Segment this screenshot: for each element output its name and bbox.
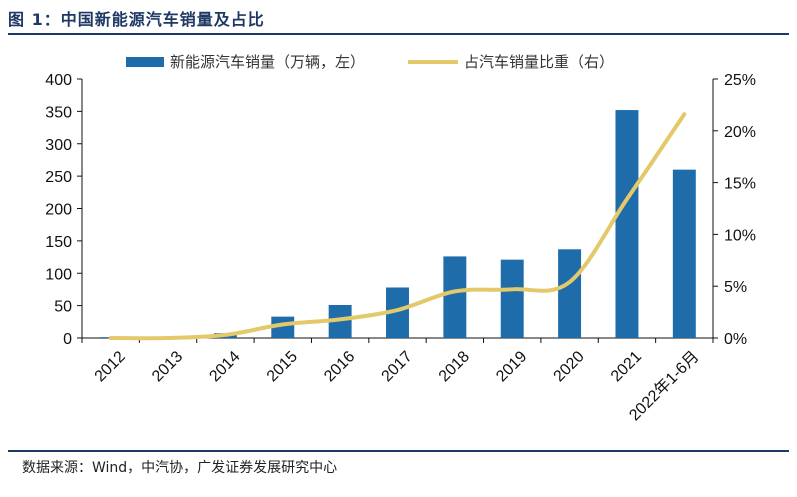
x-tick-label: 2015	[264, 348, 301, 385]
left-tick-label: 300	[45, 137, 72, 154]
right-tick-label: 20%	[724, 124, 756, 141]
title-rule	[8, 33, 789, 35]
left-tick-label: 100	[45, 266, 72, 283]
x-tick-label: 2018	[436, 348, 473, 385]
line-series	[108, 112, 687, 341]
legend-bar-swatch	[126, 57, 164, 67]
left-tick-label: 50	[54, 299, 72, 316]
left-tick-label: 250	[45, 169, 72, 186]
right-tick-label: 25%	[724, 72, 756, 89]
x-tick-label: 2012	[92, 348, 129, 385]
source-rule	[8, 450, 789, 452]
figure-title: 图 1：中国新能源汽车销量及占比	[8, 10, 265, 29]
bar-series	[99, 110, 696, 338]
legend: 新能源汽车销量（万辆，左） 占汽车销量比重（右）	[126, 53, 614, 71]
x-tick-label: 2019	[493, 348, 530, 385]
left-tick-label: 0	[63, 331, 72, 348]
right-tick-label: 5%	[724, 279, 747, 296]
bar	[500, 259, 524, 338]
x-tick-label: 2017	[378, 348, 415, 385]
line-path	[108, 112, 687, 341]
left-tick-label: 200	[45, 202, 72, 219]
right-tick-label: 10%	[724, 227, 756, 244]
bar	[443, 256, 467, 338]
left-tick-label: 350	[45, 104, 72, 121]
legend-line-label: 占汽车销量比重（右）	[464, 53, 614, 71]
bar	[328, 304, 352, 338]
x-tick-label: 2016	[321, 348, 358, 385]
x-tick-label: 2014	[206, 348, 243, 385]
right-tick-label: 15%	[724, 176, 756, 193]
right-tick-label: 0%	[724, 331, 747, 348]
left-tick-label: 400	[45, 72, 72, 89]
x-axis-labels: 2012 2013 2014 2015 2016 2017 2018 2019 2020 2021…	[92, 347, 703, 424]
bar	[558, 249, 582, 338]
bar	[672, 169, 696, 338]
x-tick-label: 2021	[608, 348, 645, 385]
legend-bar-label: 新能源汽车销量（万辆，左）	[170, 53, 365, 71]
x-tick-label: 2013	[149, 348, 186, 385]
source-note: 数据来源：Wind，中汽协，广发证券发展研究中心	[22, 460, 338, 476]
bar	[386, 287, 409, 338]
x-tick-label: 2020	[551, 348, 588, 385]
left-tick-label: 150	[45, 234, 72, 251]
bar	[615, 110, 639, 338]
chart: 新能源汽车销量（万辆，左） 占汽车销量比重（右） 0 50 100 150 200 250…	[45, 53, 756, 424]
